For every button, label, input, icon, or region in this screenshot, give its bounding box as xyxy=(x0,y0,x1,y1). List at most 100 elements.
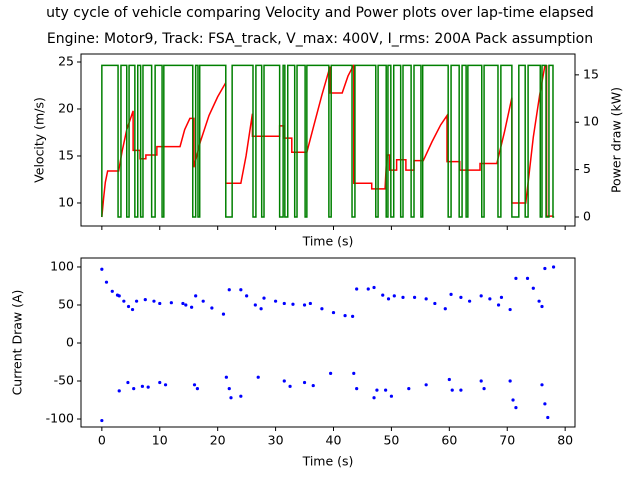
scatter-point xyxy=(443,307,447,311)
scatter-point xyxy=(100,418,104,423)
scatter-point xyxy=(245,294,249,298)
scatter-point xyxy=(146,385,150,389)
scatter-point xyxy=(540,383,544,387)
scatter-point xyxy=(143,298,147,302)
y-tick-label: 15 xyxy=(58,147,74,162)
x-axis-label: Time (s) xyxy=(302,454,354,469)
y-tick-label: 0 xyxy=(66,334,74,349)
x-tick-label: 50 xyxy=(383,433,399,448)
x-tick-label: 10 xyxy=(152,433,168,448)
x-tick-label: 60 xyxy=(441,433,457,448)
scatter-point xyxy=(194,294,198,298)
scatter-point xyxy=(311,383,315,388)
y-tick-label: 100 xyxy=(50,258,74,273)
y2-tick-label: 10 xyxy=(583,114,599,129)
scatter-point xyxy=(329,371,333,376)
y2-tick-label: 0 xyxy=(583,208,591,223)
scatter-point xyxy=(450,388,454,392)
scatter-point xyxy=(525,276,530,280)
scatter-point xyxy=(195,387,200,391)
scatter-point xyxy=(117,294,121,298)
scatter-point xyxy=(259,307,263,311)
scatter-point xyxy=(192,383,197,387)
scatter-point xyxy=(412,295,417,299)
scatter-point xyxy=(546,415,550,420)
y-tick-label: 50 xyxy=(58,296,74,311)
scatter-point xyxy=(282,301,286,306)
scatter-point xyxy=(392,294,396,298)
scatter-point xyxy=(227,387,231,391)
scatter-point xyxy=(375,388,379,392)
scatter-point xyxy=(201,299,205,303)
scatter-point xyxy=(540,304,544,309)
scatter-point xyxy=(282,379,286,383)
scatter-point xyxy=(224,375,228,379)
scatter-point xyxy=(496,303,501,307)
y-axis-label: Current Draw (A) xyxy=(10,290,25,396)
x-tick-label: 40 xyxy=(326,433,342,448)
scatter-point xyxy=(447,377,451,382)
scatter-point xyxy=(537,299,541,303)
scatter-point xyxy=(302,380,307,385)
scatter-point xyxy=(381,293,385,297)
scatter-point xyxy=(210,306,214,310)
scatter-point xyxy=(181,301,185,306)
y2-tick-label: 15 xyxy=(583,66,599,81)
scatter-point xyxy=(401,295,405,299)
y2-tick-label: 5 xyxy=(583,161,591,176)
scatter-point xyxy=(389,394,394,398)
y-tick-label: -50 xyxy=(54,373,74,388)
x-tick-label: 0 xyxy=(98,433,106,448)
scatter-point xyxy=(122,299,126,303)
scatter-point xyxy=(273,299,278,303)
scatter-point xyxy=(479,379,483,383)
scatter-point xyxy=(531,286,535,290)
scatter-point xyxy=(163,383,168,387)
scatter-point xyxy=(190,305,194,309)
scatter-point xyxy=(459,295,463,299)
scatter-point xyxy=(130,307,135,312)
scatter-point xyxy=(126,380,130,385)
scatter-point xyxy=(511,398,515,402)
y-tick-label: 10 xyxy=(58,194,74,209)
scatter-point xyxy=(424,383,428,387)
y-tick-label: 20 xyxy=(58,100,74,115)
scatter-point xyxy=(239,394,243,398)
y-tick-label: 25 xyxy=(58,53,74,68)
scatter-point xyxy=(424,297,428,301)
scatter-point xyxy=(372,285,376,290)
scatter-point xyxy=(355,287,359,291)
scatter-point xyxy=(134,299,139,303)
scatter-point xyxy=(482,387,486,391)
scatter-point xyxy=(351,314,355,318)
scatter-point xyxy=(488,297,492,301)
scatter-point xyxy=(343,314,347,318)
scatter-point xyxy=(184,303,188,307)
scatter-point xyxy=(372,396,376,400)
scatter-point xyxy=(499,295,504,299)
scatter-point xyxy=(355,387,359,391)
scatter-point xyxy=(467,299,472,303)
scatter-point xyxy=(104,280,109,284)
scatter-point xyxy=(407,387,411,391)
axes-frame xyxy=(80,53,576,227)
scatter-point xyxy=(239,288,243,292)
scatter-point xyxy=(132,387,136,391)
scatter-point xyxy=(229,396,233,400)
scatter-point xyxy=(514,276,518,280)
scatter-point xyxy=(386,297,391,301)
scatter-point xyxy=(158,380,162,385)
scatter-point xyxy=(100,267,104,271)
scatter-point xyxy=(508,379,512,383)
scatter-point xyxy=(433,301,437,306)
scatter-point xyxy=(158,301,162,306)
y-axis-label: Velocity (m/s) xyxy=(32,97,47,183)
chart-subtitle: Engine: Motor9, Track: FSA_track, V_max:… xyxy=(47,31,593,47)
scatter-point xyxy=(352,371,356,376)
axes-frame xyxy=(80,257,576,428)
scatter-point xyxy=(366,287,370,291)
scatter-point xyxy=(152,299,156,303)
x-axis-label: Time (s) xyxy=(302,234,354,249)
